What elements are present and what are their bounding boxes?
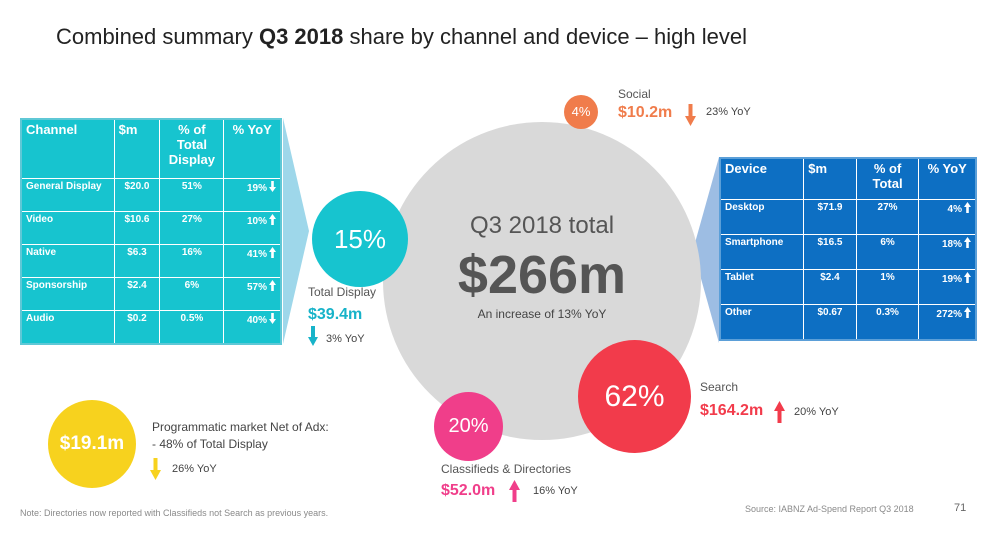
channel-cell-share: 51%	[159, 178, 225, 212]
channel-cell-share: 0.5%	[159, 310, 225, 345]
page-title: Combined summary Q3 2018 share by channe…	[56, 24, 747, 49]
classifieds-label: Classifieds & Directories	[441, 462, 572, 476]
channel-table: Channel $m % of Total Display % YoY Gene…	[20, 118, 282, 345]
display-value: $39.4m	[308, 306, 363, 323]
total-value: $266m	[457, 245, 627, 305]
channel-cell-yoy: 57%	[223, 277, 282, 311]
channel-header-channel: Channel	[20, 118, 115, 179]
device-header-device: Device	[719, 157, 805, 200]
arrow-up-icon	[269, 214, 276, 225]
source-note: Source: IABNZ Ad-Spend Report Q3 2018	[745, 504, 914, 514]
table-row: General Display $20.0 51% 19%	[20, 178, 282, 212]
arrow-down-icon	[150, 458, 161, 480]
arrow-down-icon	[269, 181, 276, 192]
channel-pointer-arrow	[283, 118, 309, 344]
table-row: Audio $0.2 0.5% 40%	[20, 310, 282, 345]
total-note: An increase of 13% YoY	[477, 307, 607, 321]
channel-cell-share: 16%	[159, 244, 225, 278]
programmatic-circle: $19.1m	[48, 400, 136, 488]
table-row: Tablet $2.4 1% 19%	[719, 269, 977, 305]
device-header-value: $m	[803, 157, 857, 200]
device-cell-value: $2.4	[803, 269, 857, 305]
arrow-up-icon	[774, 401, 785, 423]
table-row: Sponsorship $2.4 6% 57%	[20, 277, 282, 311]
table-row: Other $0.67 0.3% 272%	[719, 304, 977, 341]
channel-cell-channel: Video	[20, 211, 115, 245]
arrow-up-icon	[964, 237, 971, 248]
arrow-up-icon	[964, 272, 971, 283]
channel-cell-value: $10.6	[113, 211, 161, 245]
device-cell-device: Desktop	[719, 199, 805, 235]
device-header-yoy: % YoY	[918, 157, 977, 200]
channel-header-yoy: % YoY	[223, 118, 282, 179]
device-cell-yoy: 19%	[918, 269, 977, 305]
device-header-share: % of Total	[855, 157, 920, 200]
arrow-up-icon	[269, 247, 276, 258]
programmatic-line2: - 48% of Total Display	[152, 437, 268, 451]
device-cell-device: Smartphone	[719, 234, 805, 270]
display-label: Total Display	[308, 285, 377, 299]
table-row: Smartphone $16.5 6% 18%	[719, 234, 977, 270]
channel-cell-channel: Sponsorship	[20, 277, 115, 311]
channel-cell-yoy: 41%	[223, 244, 282, 278]
display-share-circle: 15%	[312, 191, 408, 287]
arrow-down-icon	[308, 326, 318, 346]
device-cell-value: $71.9	[803, 199, 857, 235]
channel-cell-value: $2.4	[113, 277, 161, 311]
device-cell-device: Other	[719, 304, 805, 341]
channel-cell-value: $20.0	[113, 178, 161, 212]
arrow-up-icon	[509, 480, 520, 502]
device-cell-device: Tablet	[719, 269, 805, 305]
arrow-down-icon	[269, 313, 276, 324]
channel-cell-value: $0.2	[113, 310, 161, 345]
arrow-down-icon	[685, 104, 696, 126]
device-cell-yoy: 272%	[918, 304, 977, 341]
device-cell-yoy: 18%	[918, 234, 977, 270]
arrow-up-icon	[964, 202, 971, 213]
channel-cell-channel: Native	[20, 244, 115, 278]
search-share-circle: 62%	[578, 340, 691, 453]
page-number: 71	[954, 502, 967, 514]
channel-cell-yoy: 19%	[223, 178, 282, 212]
social-yoy: 23% YoY	[706, 106, 751, 118]
display-yoy: 3% YoY	[326, 333, 365, 345]
table-row: Video $10.6 27% 10%	[20, 211, 282, 245]
device-cell-share: 0.3%	[855, 304, 920, 341]
classifieds-share-circle: 20%	[434, 392, 503, 461]
arrow-up-icon	[964, 307, 971, 318]
channel-cell-channel: Audio	[20, 310, 115, 345]
footnote: Note: Directories now reported with Clas…	[20, 508, 329, 518]
arrow-up-icon	[269, 280, 276, 291]
programmatic-line1: Programmatic market Net of Adx:	[152, 420, 329, 434]
classifieds-value: $52.0m	[441, 482, 496, 499]
device-cell-value: $0.67	[803, 304, 857, 341]
device-cell-yoy: 4%	[918, 199, 977, 235]
table-row: Desktop $71.9 27% 4%	[719, 199, 977, 235]
device-table: Device $m % of Total % YoY Desktop $71.9 2…	[719, 157, 977, 341]
channel-header-share: % of Total Display	[159, 118, 225, 179]
channel-cell-share: 27%	[159, 211, 225, 245]
device-pointer-arrow	[693, 157, 719, 343]
social-value: $10.2m	[618, 104, 673, 121]
channel-cell-yoy: 10%	[223, 211, 282, 245]
programmatic-yoy: 26% YoY	[172, 463, 217, 475]
device-cell-share: 1%	[855, 269, 920, 305]
social-label: Social	[618, 87, 651, 101]
search-value: $164.2m	[700, 402, 764, 419]
search-yoy: 20% YoY	[794, 406, 839, 418]
channel-header-value: $m	[113, 118, 161, 179]
channel-cell-yoy: 40%	[223, 310, 282, 345]
device-cell-share: 27%	[855, 199, 920, 235]
channel-cell-channel: General Display	[20, 178, 115, 212]
table-row: Native $6.3 16% 41%	[20, 244, 282, 278]
device-cell-share: 6%	[855, 234, 920, 270]
channel-cell-value: $6.3	[113, 244, 161, 278]
device-cell-value: $16.5	[803, 234, 857, 270]
search-label: Search	[700, 380, 739, 394]
total-label: Q3 2018 total	[469, 212, 615, 239]
classifieds-yoy: 16% YoY	[533, 485, 578, 497]
channel-cell-share: 6%	[159, 277, 225, 311]
social-share-circle: 4%	[564, 95, 598, 129]
